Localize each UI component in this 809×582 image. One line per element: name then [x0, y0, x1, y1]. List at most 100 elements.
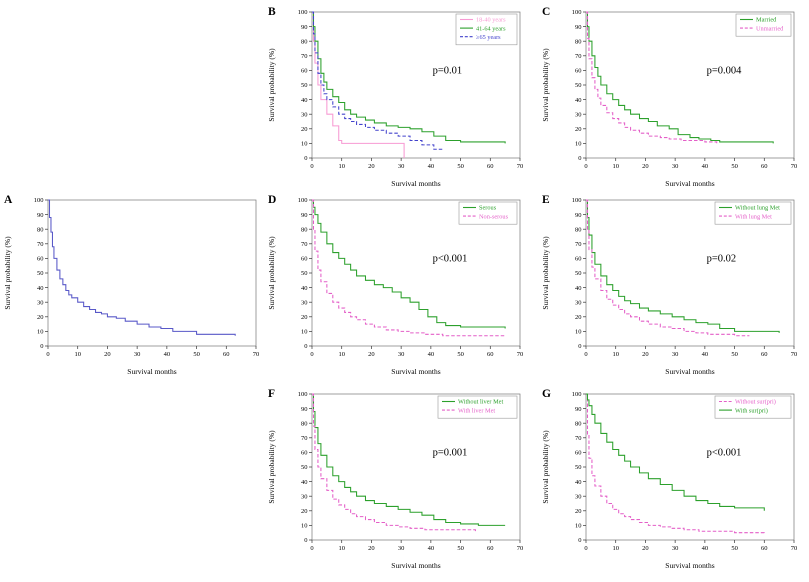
p-value-label: p=0.01	[433, 65, 463, 76]
y-tick-label: 50	[301, 82, 308, 89]
p-value-label: p<0.001	[707, 447, 742, 458]
y-tick-label: 80	[301, 38, 308, 45]
y-tick-label: 50	[575, 270, 582, 277]
x-tick-label: 0	[46, 351, 49, 358]
panel-b-chart: B 0 10 20 30 40 50 60 70 0 10 20 30 40 50 60 70 80 90 100 Su…	[267, 6, 523, 188]
y-tick-label: 70	[301, 241, 308, 248]
y-tick-label: 60	[37, 256, 44, 263]
legend-label: Married	[756, 17, 777, 24]
y-tick-label: 70	[575, 53, 582, 60]
y-tick-label: 10	[37, 329, 44, 336]
x-tick-label: 60	[487, 545, 494, 552]
x-tick-label: 40	[428, 545, 435, 552]
plot-area	[47, 199, 257, 347]
y-tick-label: 70	[37, 241, 44, 248]
y-tick-label: 60	[575, 68, 582, 75]
x-tick-label: 40	[428, 163, 435, 170]
x-tick-label: 0	[584, 351, 587, 358]
x-tick-label: 20	[642, 163, 649, 170]
x-tick-label: 70	[253, 351, 260, 358]
km-curve-65-years	[312, 11, 444, 151]
km-curve-with-lung-met	[586, 199, 750, 337]
x-tick-label: 0	[584, 545, 587, 552]
x-tick-label: 30	[672, 545, 679, 552]
x-tick-label: 60	[223, 351, 230, 358]
x-tick-label: 20	[368, 545, 375, 552]
y-tick-label: 50	[37, 270, 44, 277]
panel-letter: F	[268, 388, 275, 400]
x-tick-label: 10	[338, 545, 345, 552]
y-tick-label: 50	[575, 82, 582, 89]
x-tick-label: 60	[761, 351, 768, 358]
legend: Without sur(pri)With sur(pri)	[714, 395, 792, 419]
y-tick-label: 90	[301, 406, 308, 413]
y-tick-label: 90	[301, 212, 308, 219]
y-tick-label: 0	[578, 343, 581, 350]
panel-a-chart: A 0 10 20 30 40 50 60 70 0 10 20 30 40 50 60 70 80 90 100 Su…	[3, 194, 260, 376]
x-tick-label: 50	[457, 545, 464, 552]
x-tick-label: 70	[791, 351, 798, 358]
km-curve-non-serous	[312, 199, 506, 337]
legend-label: Serous	[479, 205, 497, 212]
y-tick-label: 20	[575, 508, 582, 515]
panel-c-chart: C 0 10 20 30 40 50 60 70 0 10 20 30 40 50 60 70 80 90 100 Su…	[541, 6, 797, 188]
legend-label: Without lung Met	[735, 205, 780, 212]
legend-label: ≥65 years	[476, 34, 501, 41]
x-axis-label: Survival months	[391, 561, 440, 570]
y-tick-label: 100	[572, 197, 582, 204]
x-tick-label: 20	[104, 351, 111, 358]
y-tick-label: 100	[298, 9, 308, 16]
x-tick-label: 20	[368, 351, 375, 358]
y-tick-label: 50	[301, 464, 308, 471]
y-tick-label: 70	[575, 435, 582, 442]
y-axis-label: Survival probability (%)	[541, 236, 550, 310]
legend-box	[437, 395, 518, 419]
y-tick-label: 10	[575, 329, 582, 336]
y-tick-label: 30	[575, 111, 582, 118]
x-tick-label: 0	[310, 545, 313, 552]
x-tick-label: 30	[672, 163, 679, 170]
y-tick-label: 10	[301, 329, 308, 336]
y-tick-label: 30	[301, 299, 308, 306]
x-tick-label: 40	[702, 545, 709, 552]
x-tick-label: 30	[672, 351, 679, 358]
panel-letter: E	[542, 194, 550, 206]
y-tick-label: 80	[575, 420, 582, 427]
x-tick-label: 10	[612, 163, 619, 170]
y-tick-label: 80	[301, 420, 308, 427]
panel-d: D 0 10 20 30 40 50 60 70 0 10 20 30 40 50 60 70 80 90 100 Su…	[266, 190, 530, 378]
x-tick-label: 40	[702, 351, 709, 358]
p-value-label: p=0.02	[707, 253, 737, 264]
y-tick-label: 30	[37, 299, 44, 306]
y-tick-label: 30	[575, 299, 582, 306]
y-tick-label: 50	[575, 464, 582, 471]
km-curve-without-sur-pri	[586, 393, 765, 535]
x-tick-label: 60	[761, 545, 768, 552]
legend-label: Without sur(pri)	[735, 399, 776, 406]
x-tick-label: 40	[428, 351, 435, 358]
x-tick-label: 10	[338, 351, 345, 358]
x-tick-label: 20	[642, 545, 649, 552]
x-tick-label: 70	[791, 545, 798, 552]
x-tick-label: 10	[338, 163, 345, 170]
x-tick-label: 50	[731, 545, 738, 552]
y-tick-label: 70	[575, 241, 582, 248]
y-tick-label: 30	[575, 493, 582, 500]
legend-box	[714, 201, 792, 225]
y-tick-label: 40	[301, 479, 308, 486]
y-tick-label: 40	[575, 285, 582, 292]
y-axis-label: Survival probability (%)	[267, 236, 276, 310]
x-axis-label: Survival months	[127, 367, 176, 376]
p-value-label: p=0.004	[707, 65, 743, 76]
y-tick-label: 40	[37, 285, 44, 292]
x-tick-label: 0	[310, 351, 313, 358]
y-tick-label: 70	[301, 435, 308, 442]
y-tick-label: 40	[301, 97, 308, 104]
x-tick-label: 30	[398, 163, 405, 170]
legend-label: Non-serous	[479, 213, 509, 220]
km-curve-with-sur-pri	[586, 393, 765, 511]
y-tick-label: 10	[575, 523, 582, 530]
